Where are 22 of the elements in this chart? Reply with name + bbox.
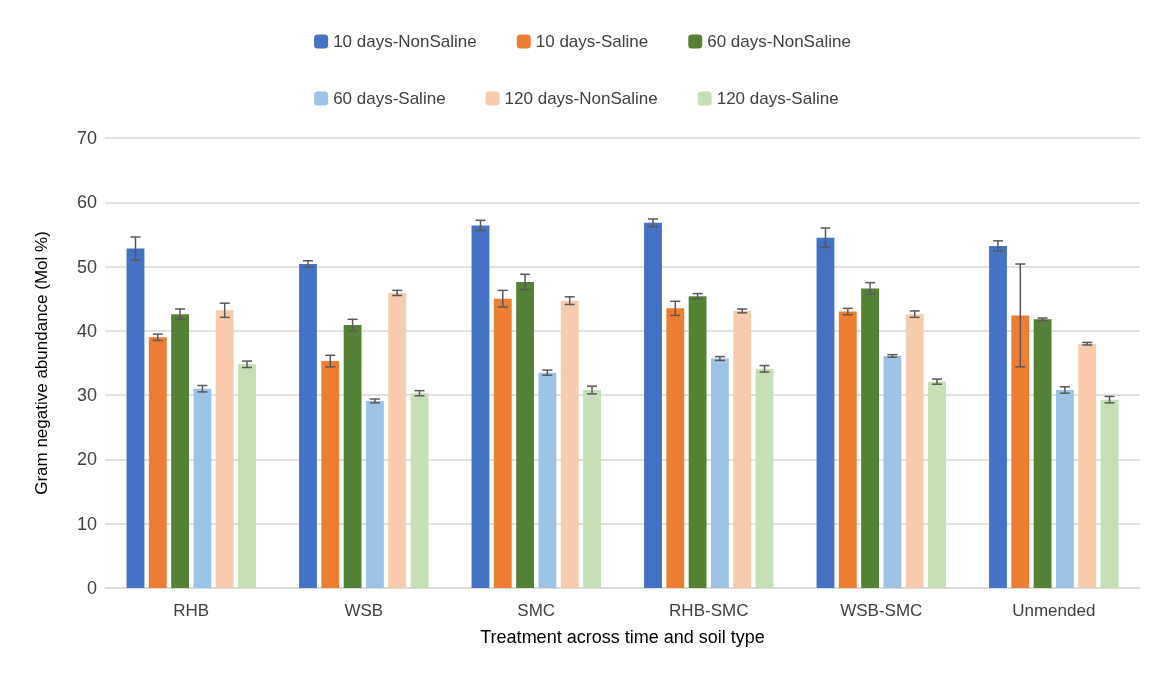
legend-label: 120 days-NonSaline [504, 89, 658, 108]
legend-label: 10 days-Saline [535, 32, 649, 51]
y-tick-label: 0 [86, 578, 97, 598]
x-tick-label: WSB-SMC [840, 601, 923, 620]
y-tick-label: 50 [76, 256, 97, 277]
legend-label: 60 days-NonSaline [707, 32, 851, 51]
y-tick-label: 10 [76, 513, 97, 534]
legend-label: 60 days-Saline [333, 89, 446, 108]
y-tick-label: 20 [76, 449, 97, 470]
legend-label: 120 days-Saline [716, 89, 839, 108]
x-tick-label: WSB [344, 601, 384, 620]
legend-label: 10 days-NonSaline [333, 32, 477, 51]
y-axis-title: Gram negative abundance (Mol %) [32, 231, 51, 495]
y-tick-label: 30 [76, 385, 97, 406]
y-tick-label: 40 [76, 320, 97, 341]
x-tick-label: RHB [173, 601, 210, 620]
x-tick-label: Unmended [1012, 601, 1096, 620]
y-tick-label: 70 [76, 128, 97, 148]
x-tick-label: RHB-SMC [669, 601, 749, 620]
x-axis-title: Treatment across time and soil type [480, 627, 765, 647]
y-tick-label: 60 [76, 192, 97, 213]
x-tick-label: SMC [517, 601, 556, 620]
